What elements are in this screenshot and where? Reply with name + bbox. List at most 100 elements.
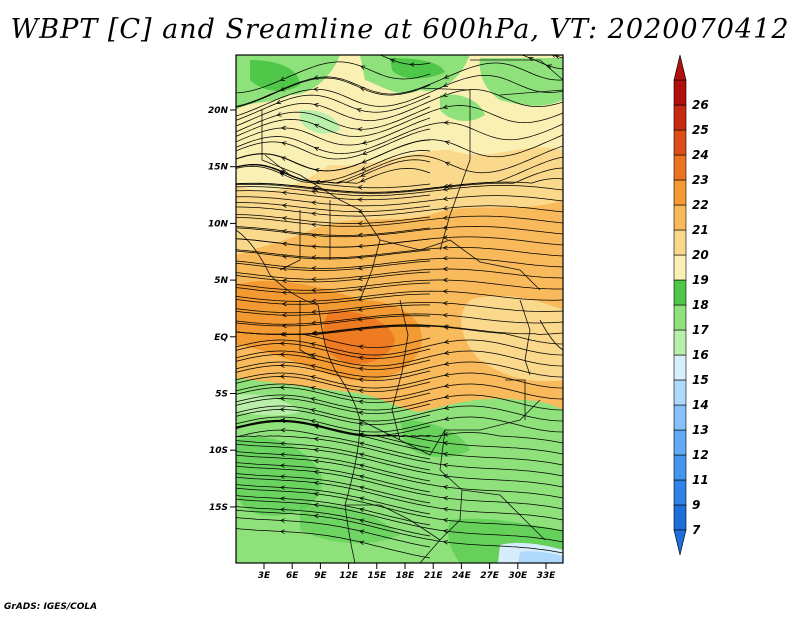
streamline	[236, 473, 431, 504]
streamline-arrow	[442, 205, 448, 211]
streamline-arrow	[310, 375, 316, 380]
streamline-arrow	[358, 452, 365, 457]
streamline	[236, 506, 431, 537]
streamline-arrow	[312, 331, 318, 336]
colorbar-label: 18	[692, 298, 709, 312]
streamline-arrow	[357, 221, 363, 226]
streamline-arrow	[444, 161, 451, 166]
colorbar-min-arrow	[673, 529, 687, 556]
streamline-arrow	[311, 298, 317, 304]
streamline	[236, 128, 431, 160]
map-frame	[235, 54, 564, 564]
lat-tick-label: 15S	[209, 503, 228, 513]
streamline	[552, 55, 563, 59]
streamline	[236, 361, 563, 378]
streamline-arrow	[280, 125, 286, 131]
streamline	[236, 214, 431, 224]
colorbar-segment	[673, 504, 687, 531]
streamline-arrow	[443, 405, 450, 410]
streamline	[236, 89, 563, 127]
colorbar-segment	[673, 229, 687, 256]
streamline	[236, 139, 431, 172]
colorbar-label: 26	[692, 98, 709, 112]
streamline-arrow	[357, 297, 363, 302]
streamline-arrow	[279, 87, 285, 92]
streamline-arrow	[311, 189, 317, 195]
streamline-arrow	[281, 216, 288, 221]
streamline-arrow	[358, 366, 364, 372]
colorbar-label: 16	[692, 348, 709, 362]
streamline	[236, 354, 431, 370]
streamline	[236, 61, 431, 94]
streamline-arrow	[358, 441, 365, 446]
streamline	[236, 429, 431, 460]
lat-tick-label: 10S	[209, 446, 228, 456]
streamline-arrow	[443, 394, 450, 399]
streamline-arrow	[281, 203, 287, 208]
streamline-arrow	[281, 290, 287, 295]
chart-title: WBPT [C] and Sreamline at 600hPa, VT: 20…	[10, 14, 790, 45]
streamline	[236, 440, 431, 471]
streamline-arrow	[313, 75, 319, 80]
streamline-arrow	[281, 141, 287, 146]
streamline	[236, 75, 563, 117]
streamline	[236, 462, 431, 493]
streamline	[236, 383, 563, 400]
streamline-arrow	[310, 353, 316, 358]
streamline-arrow	[279, 374, 285, 379]
streamline-arrow	[359, 87, 366, 92]
streamline	[236, 260, 431, 271]
streamline-arrow	[279, 385, 285, 390]
streamline	[236, 304, 431, 316]
streamline	[236, 350, 563, 367]
streamline-arrow	[310, 342, 316, 347]
streamline-arrow	[311, 309, 317, 315]
streamline	[236, 226, 563, 238]
streamline	[236, 279, 563, 291]
streamline	[236, 290, 563, 302]
colorbar-segment	[673, 154, 687, 181]
streamline-arrow	[358, 399, 364, 405]
lon-tick-label: 3E	[258, 571, 271, 581]
lon-tick-label: 24E	[452, 571, 472, 581]
colorbar-segment	[673, 254, 687, 281]
streamline	[236, 443, 563, 488]
streamline-arrow	[361, 159, 367, 164]
streamline-arrow	[281, 301, 287, 307]
streamline-arrow	[442, 215, 448, 221]
streamline-arrow	[279, 485, 285, 490]
streamline	[236, 435, 563, 477]
streamline	[236, 313, 563, 325]
lon-tick-label: 21E	[424, 571, 444, 581]
streamline-arrow	[442, 277, 448, 283]
streamline-arrow	[279, 507, 285, 512]
streamline-arrow	[279, 452, 285, 457]
lat-tick-label: 20N	[208, 106, 229, 116]
streamline-arrow	[313, 458, 319, 464]
streamline-arrow	[442, 440, 449, 446]
streamline-arrow	[356, 108, 362, 113]
streamline	[236, 190, 431, 201]
streamline-arrow	[279, 529, 285, 534]
colorbar-segment	[673, 179, 687, 206]
streamline-arrow	[310, 397, 316, 402]
lon-tick-label: 18E	[396, 571, 416, 581]
country-borders	[236, 59, 563, 563]
streamline-arrow	[280, 427, 286, 433]
streamline-arrow	[358, 540, 365, 545]
colorbar-label: 14	[692, 398, 709, 412]
streamline-arrow	[442, 225, 448, 230]
colorbar-segment	[673, 429, 687, 456]
streamline-arrow	[443, 74, 449, 79]
streamline	[236, 249, 431, 260]
streamline	[236, 105, 563, 137]
streamline-arrow	[360, 166, 367, 171]
streamline-arrow	[358, 388, 364, 394]
streamline-arrow	[313, 469, 319, 475]
streamline-arrow	[443, 339, 450, 344]
streamline-arrow	[442, 539, 449, 545]
streamlines	[236, 55, 563, 559]
streamline	[236, 416, 563, 433]
streamline	[236, 376, 431, 392]
